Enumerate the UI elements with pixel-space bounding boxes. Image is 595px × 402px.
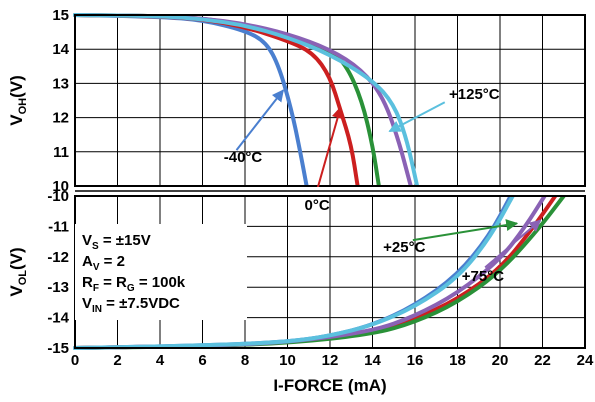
top-y-tick-label: 13 bbox=[52, 75, 69, 92]
x-axis-label: I-FORCE (mA) bbox=[273, 376, 386, 395]
top-y-axis-label: VOH(V) bbox=[7, 75, 29, 126]
annotation-label-plus25c: +25°C bbox=[383, 239, 425, 256]
top-y-tick-label: 10 bbox=[52, 178, 69, 195]
x-tick-label: 10 bbox=[279, 352, 296, 369]
bottom-y-axis-label: VOL(V) bbox=[7, 247, 29, 296]
annotation-arrow-minus40c bbox=[235, 89, 285, 151]
x-tick-label: 16 bbox=[407, 352, 424, 369]
condition-text: VIN = ±7.5VDC bbox=[82, 295, 180, 315]
x-tick-label: 0 bbox=[71, 352, 79, 369]
annotation-label-minus40c: -40°C bbox=[224, 149, 263, 166]
bottom-y-tick-label: -10 bbox=[47, 188, 69, 205]
top-frame bbox=[74, 14, 586, 187]
top-y-tick-label: 15 bbox=[52, 7, 69, 24]
top-y-tick-label: 14 bbox=[52, 41, 69, 58]
x-tick-label: 24 bbox=[577, 352, 594, 369]
annotation-arrow-plus125c bbox=[388, 101, 446, 133]
annotation-label-0c: 0°C bbox=[305, 197, 330, 214]
x-tick-label: 6 bbox=[198, 352, 206, 369]
x-tick-label: 12 bbox=[322, 352, 339, 369]
annotation-arrow-plus75c bbox=[484, 219, 542, 269]
condition-text: VS = ±15V bbox=[82, 232, 151, 252]
bottom-y-tick-label: -14 bbox=[47, 310, 69, 327]
x-tick-label: 8 bbox=[241, 352, 249, 369]
bottom-y-tick-label: -11 bbox=[48, 218, 69, 235]
bottom-panel: -10 -11 -12 -13 -14 -15 VOL(V) bbox=[7, 188, 586, 357]
conditions-box bbox=[75, 224, 247, 320]
x-tick-label: 4 bbox=[156, 352, 165, 369]
bottom-y-tick-label: -12 bbox=[47, 249, 69, 266]
x-tick-label: 20 bbox=[492, 352, 509, 369]
condition-text: AV = 2 bbox=[82, 253, 125, 273]
x-tick-label: 22 bbox=[534, 352, 551, 369]
x-tick-label: 18 bbox=[449, 352, 466, 369]
x-tick-label: 2 bbox=[113, 352, 121, 369]
annotation-label-plus75c: +75°C bbox=[462, 268, 504, 285]
top-y-tick-label: 12 bbox=[52, 110, 69, 127]
annotation-arrow-0c bbox=[316, 106, 344, 190]
top-y-tick-label: 11 bbox=[53, 144, 69, 161]
condition-text: RF = RG = 100k bbox=[82, 274, 186, 294]
annotation-arrow-plus25c bbox=[412, 219, 519, 242]
top-series-plus125c bbox=[73, 13, 420, 188]
x-tick-label: 14 bbox=[364, 352, 381, 369]
annotation-label-plus125c: +125°C bbox=[449, 86, 500, 103]
bottom-y-tick-label: -15 bbox=[47, 340, 69, 357]
bottom-y-tick-label: -13 bbox=[47, 279, 69, 296]
bottom-series-plus125c bbox=[73, 194, 515, 350]
top-series-minus40c bbox=[73, 13, 309, 188]
top-panel: 10 11 12 13 14 15 VOH(V) bbox=[7, 7, 586, 195]
